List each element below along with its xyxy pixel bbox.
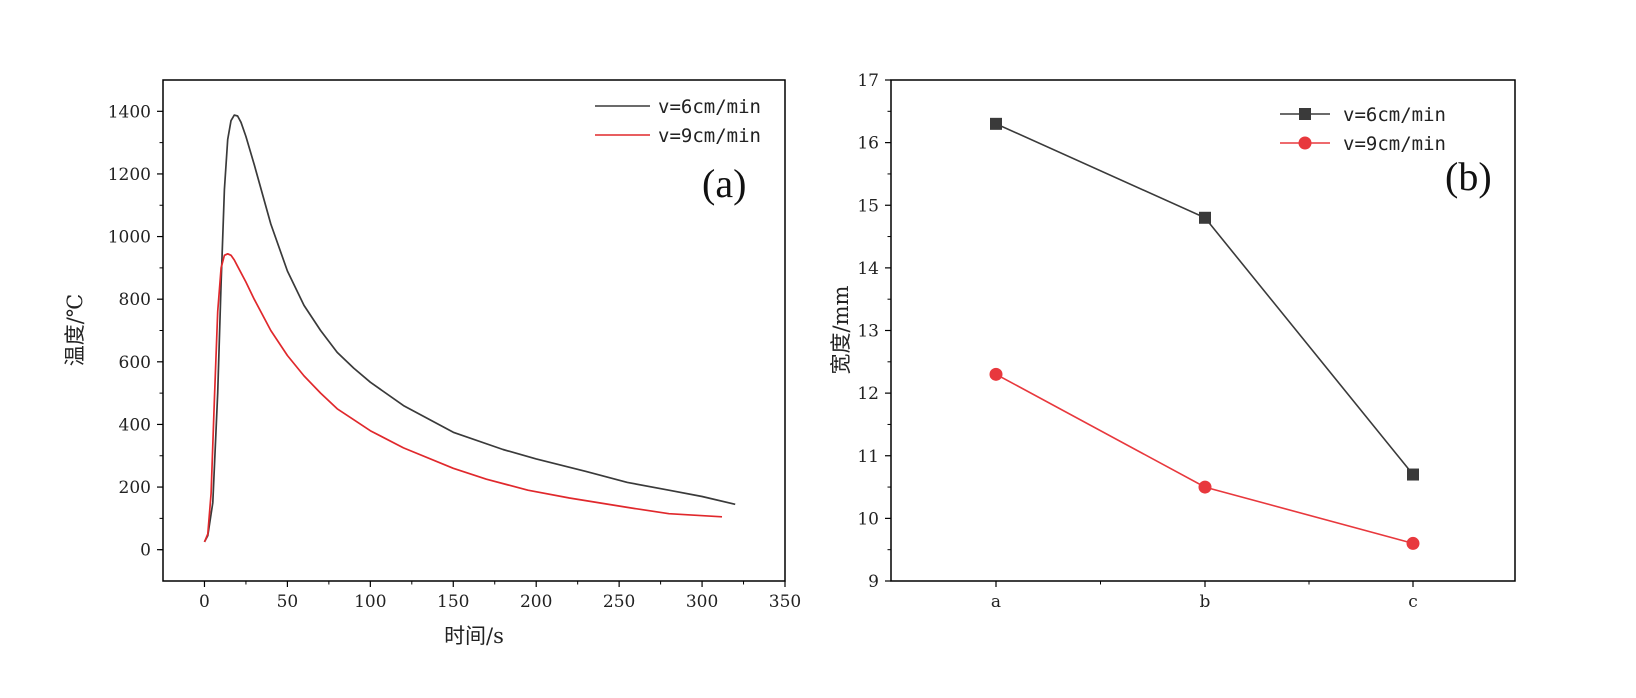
legend-marker-b-0 (1299, 108, 1311, 120)
y-tick-label-b-1: 10 (857, 509, 879, 529)
panel-label-a: (a) (702, 161, 746, 206)
y-tick-label-a-0: 0 (140, 541, 151, 561)
x-tick-label-a-1: 50 (277, 592, 299, 612)
series-group-b (989, 117, 1420, 550)
y-axis-a: 0 200 400 600 800 1000 1200 1400 (108, 102, 163, 561)
plot-frame-a (162, 79, 786, 582)
panel-label-b: (b) (1445, 154, 1492, 199)
legend-label-a-0: v=6cm/min (658, 96, 761, 118)
data-point-b-0-2 (1407, 468, 1419, 481)
x-tick-label-a-6: 300 (686, 592, 718, 612)
legend-label-a-1: v=9cm/min (658, 125, 761, 147)
y-tick-label-b-6: 15 (857, 196, 879, 216)
y-axis-b: 9 10 11 12 13 14 15 16 17 (857, 71, 891, 592)
series-line-b-0 (995, 123, 1414, 476)
x-axis-label-a: 时间/s (444, 624, 504, 648)
chart-panel-a: 0 50 100 150 200 250 300 350 0 200 400 600 800 1000 1… (63, 79, 801, 648)
y-tick-label-a-5: 1000 (108, 228, 151, 248)
plot-frame-b (890, 79, 1516, 582)
legend-label-b-1: v=9cm/min (1343, 133, 1446, 155)
legend-label-b-0: v=6cm/min (1343, 104, 1446, 126)
x-axis-a: 0 50 100 150 200 250 300 350 (199, 581, 801, 612)
y-tick-label-a-7: 1400 (108, 102, 151, 122)
legend-marker-b-1 (1298, 136, 1312, 150)
y-tick-label-a-2: 400 (119, 415, 151, 435)
y-tick-label-b-5: 14 (857, 259, 879, 279)
legend-a: v=6cm/min v=9cm/min (595, 96, 761, 147)
series-line-a-1 (203, 252, 723, 543)
y-tick-label-b-7: 16 (857, 134, 879, 154)
x-tick-label-a-3: 150 (437, 592, 469, 612)
x-tick-label-a-2: 100 (354, 592, 386, 612)
series-group-a (203, 114, 736, 543)
data-point-b-0-0 (990, 117, 1002, 130)
x-axis-b: a b c (991, 581, 1418, 612)
chart-panel-b: a b c 9 10 11 12 13 14 15 16 17 宽度/mm v=6cm/min v=… (829, 71, 1516, 612)
y-axis-label-b: 宽度/mm (829, 285, 853, 374)
x-tick-label-a-5: 250 (603, 592, 635, 612)
legend-b: v=6cm/min v=9cm/min (1280, 104, 1446, 155)
x-tick-label-b-0: a (991, 592, 1001, 612)
series-line-b-1 (995, 373, 1414, 545)
y-tick-label-b-2: 11 (857, 447, 879, 467)
data-point-b-1-0 (989, 367, 1003, 381)
x-tick-label-a-7: 350 (769, 592, 801, 612)
x-tick-label-b-2: c (1408, 592, 1418, 612)
y-tick-label-a-3: 600 (119, 353, 151, 373)
y-tick-label-b-8: 17 (857, 71, 879, 91)
data-point-b-0-1 (1199, 211, 1211, 224)
x-tick-label-a-4: 200 (520, 592, 552, 612)
data-point-b-1-1 (1198, 480, 1212, 494)
y-tick-label-b-4: 13 (857, 322, 879, 342)
x-tick-label-a-0: 0 (199, 592, 210, 612)
y-tick-label-b-0: 9 (868, 572, 879, 592)
y-tick-label-a-6: 1200 (108, 165, 151, 185)
y-axis-label-a: 温度/℃ (63, 294, 87, 367)
data-point-b-1-2 (1406, 536, 1420, 550)
x-tick-label-b-1: b (1200, 592, 1211, 612)
y-tick-label-b-3: 12 (857, 384, 879, 404)
y-tick-label-a-1: 200 (119, 478, 151, 498)
y-tick-label-a-4: 800 (119, 290, 151, 310)
series-line-a-0 (203, 114, 736, 543)
